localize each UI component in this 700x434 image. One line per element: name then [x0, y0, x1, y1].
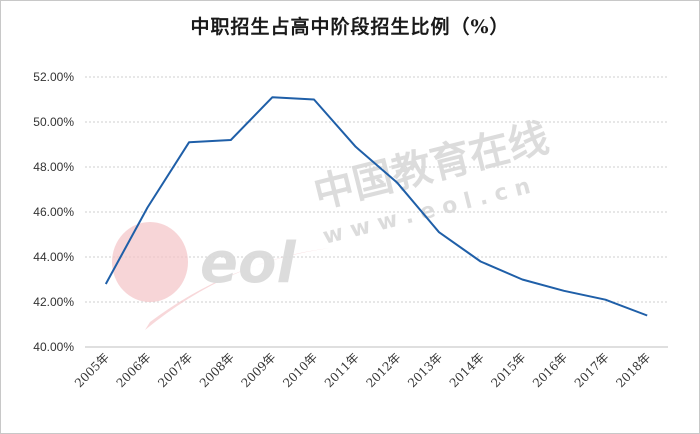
x-axis-ticks: 2005年 2006年 2007年 2008年 2009年 2010年 2011年 2012年… — [72, 350, 653, 390]
x-tick-label: 2007年 — [155, 350, 195, 390]
y-tick-label: 42.00% — [33, 295, 74, 309]
x-tick-label: 2008年 — [197, 350, 237, 390]
x-tick-label: 2006年 — [114, 350, 154, 390]
watermark-logo-text: eol — [200, 231, 296, 296]
x-tick-label: 2018年 — [613, 350, 653, 390]
x-tick-label: 2005年 — [72, 350, 112, 390]
y-tick-label: 46.00% — [33, 205, 74, 219]
x-tick-label: 2017年 — [572, 350, 612, 390]
y-tick-label: 52.00% — [33, 70, 74, 84]
series-line — [104, 96, 648, 317]
watermark-logo-swoosh — [112, 222, 188, 302]
chart-title: 中职招生占高中阶段招生比例（%） — [190, 16, 510, 38]
x-tick-label: 2016年 — [530, 350, 570, 390]
x-tick-label: 2011年 — [322, 350, 362, 390]
y-tick-label: 48.00% — [33, 160, 74, 174]
y-tick-label: 40.00% — [33, 340, 74, 354]
x-tick-label: 2013年 — [405, 350, 445, 390]
x-tick-label: 2014年 — [447, 350, 487, 390]
x-tick-label: 2009年 — [239, 350, 279, 390]
x-tick-label: 2015年 — [488, 350, 528, 390]
watermark: eol 中国教育在线 w w w . e o l . c n — [112, 115, 553, 330]
x-tick-label: 2012年 — [363, 350, 403, 390]
x-tick-label: 2010年 — [280, 350, 320, 390]
y-axis-ticks: 40.00% 42.00% 44.00% 46.00% 48.00% 50.00% 52.0… — [33, 70, 74, 354]
y-tick-label: 44.00% — [33, 250, 74, 264]
y-tick-label: 50.00% — [33, 115, 74, 129]
